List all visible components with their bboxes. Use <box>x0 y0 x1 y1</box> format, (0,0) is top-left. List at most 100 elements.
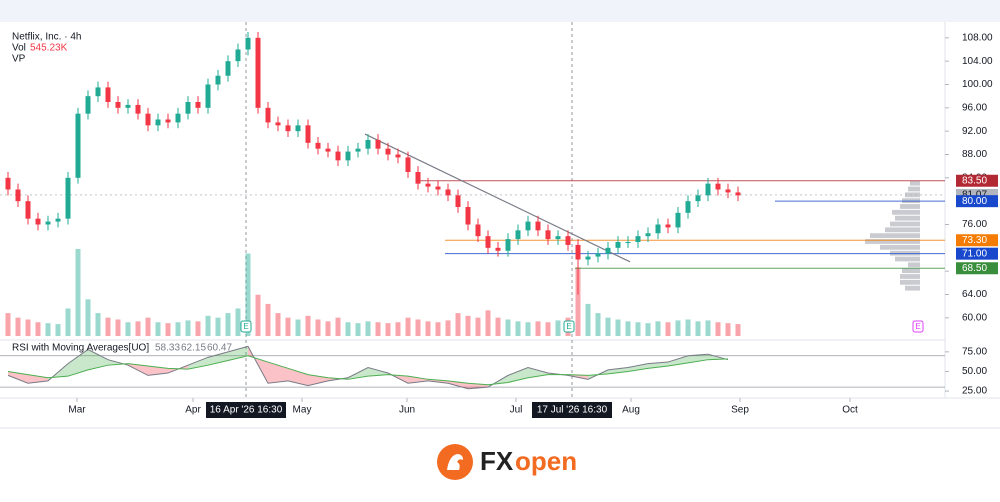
volume-bar <box>305 315 311 336</box>
candle-body <box>115 102 121 108</box>
volume-bar <box>655 321 661 336</box>
rsi-fill <box>68 349 88 377</box>
rsi-fill <box>148 365 168 376</box>
footer <box>0 428 1000 497</box>
candle-body <box>405 157 411 172</box>
candle-body <box>175 113 181 123</box>
brand-open: open <box>515 446 577 476</box>
candle-body <box>735 192 741 196</box>
candle-body <box>525 221 531 231</box>
x-tick-label: Oct <box>842 405 858 416</box>
volume-bar <box>215 317 221 336</box>
volume-bar <box>585 303 591 336</box>
level-label-box <box>956 247 998 260</box>
volume-bar <box>375 322 381 336</box>
volume-bar <box>595 313 601 336</box>
rsi-fill <box>288 368 308 386</box>
rsi-fill <box>368 367 388 377</box>
rsi-fill <box>88 349 108 370</box>
volume-bar <box>675 320 681 336</box>
candle-body <box>255 37 261 108</box>
volume-bar <box>225 313 231 336</box>
level-label: 83.50 <box>962 175 987 186</box>
candle-body <box>35 218 41 225</box>
volume-bar <box>55 324 61 336</box>
volume-bar <box>505 319 511 336</box>
x-tick-label: Jun <box>399 405 415 416</box>
candle-body <box>595 253 601 257</box>
candle-body <box>105 87 111 102</box>
candle-body <box>275 122 281 126</box>
logo-icon <box>447 454 463 470</box>
y-tick-label: 60.00 <box>962 312 987 323</box>
rsi-line <box>7 345 729 390</box>
volume-bar <box>685 319 691 336</box>
level-label-box <box>956 262 998 275</box>
volume-bar <box>165 323 171 336</box>
profile-bar <box>890 221 920 227</box>
candle-body <box>195 102 201 108</box>
profile-bar <box>892 209 920 215</box>
x-tick-label: Sep <box>731 405 749 416</box>
rsi-tick-label: 50.00 <box>962 366 987 377</box>
profile-label: VP <box>12 54 26 65</box>
candle-body <box>395 154 401 158</box>
volume-bar <box>355 323 361 336</box>
volume-bar <box>715 322 721 336</box>
volume-bar <box>525 322 531 336</box>
profile-bar <box>890 250 920 256</box>
x-tick-label: Apr <box>185 405 201 416</box>
candle-body <box>345 151 351 161</box>
profile-bar <box>885 227 920 233</box>
candle-body <box>495 247 501 251</box>
volume-bar <box>65 308 71 336</box>
volume-bar <box>185 320 191 336</box>
volume-bar <box>95 313 101 336</box>
candle-body <box>45 221 51 225</box>
x-tick-label: Mar <box>68 405 86 416</box>
candle-body <box>415 172 421 184</box>
volume-bar <box>275 313 281 336</box>
candle-body <box>5 177 11 190</box>
earnings-label: E <box>915 322 920 331</box>
candle-body <box>455 195 461 207</box>
profile-bar <box>900 274 920 279</box>
candle-body <box>445 189 451 196</box>
volume-bar <box>135 321 141 336</box>
candle-body <box>125 104 131 108</box>
volume-bar <box>105 317 111 336</box>
volume-bar <box>495 317 501 336</box>
earnings-label: E <box>566 322 571 331</box>
candle-body <box>355 148 361 152</box>
candle-body <box>435 186 441 190</box>
y-tick-label: 64.00 <box>962 289 987 300</box>
volume-bar <box>35 322 41 336</box>
candle-body <box>685 201 691 213</box>
candle-body <box>575 244 581 260</box>
candle-body <box>425 183 431 187</box>
volume-bar <box>475 317 481 336</box>
profile-bar <box>905 285 920 291</box>
candle-body <box>135 104 141 114</box>
y-tick-label: 96.00 <box>962 102 987 113</box>
candle-body <box>185 102 191 114</box>
profile-bar <box>908 186 920 192</box>
volume-bar <box>535 321 541 336</box>
rsi-title: RSI with Moving Averages[UO] <box>12 343 149 354</box>
volume-bar <box>345 322 351 336</box>
candle-body <box>505 239 511 251</box>
volume-bar <box>325 321 331 336</box>
rsi-fill <box>608 367 628 374</box>
rsi-value: 58.33 <box>155 343 180 354</box>
rsi-fill <box>628 363 648 372</box>
volume-bar <box>625 321 631 336</box>
volume-bar <box>435 322 441 336</box>
volume-bar <box>265 303 271 336</box>
volume-bar <box>125 322 131 336</box>
volume-bar <box>445 320 451 336</box>
candle-body <box>555 236 561 240</box>
candle-body <box>265 107 271 123</box>
volume-bar <box>295 319 301 336</box>
profile-bar <box>895 256 920 262</box>
